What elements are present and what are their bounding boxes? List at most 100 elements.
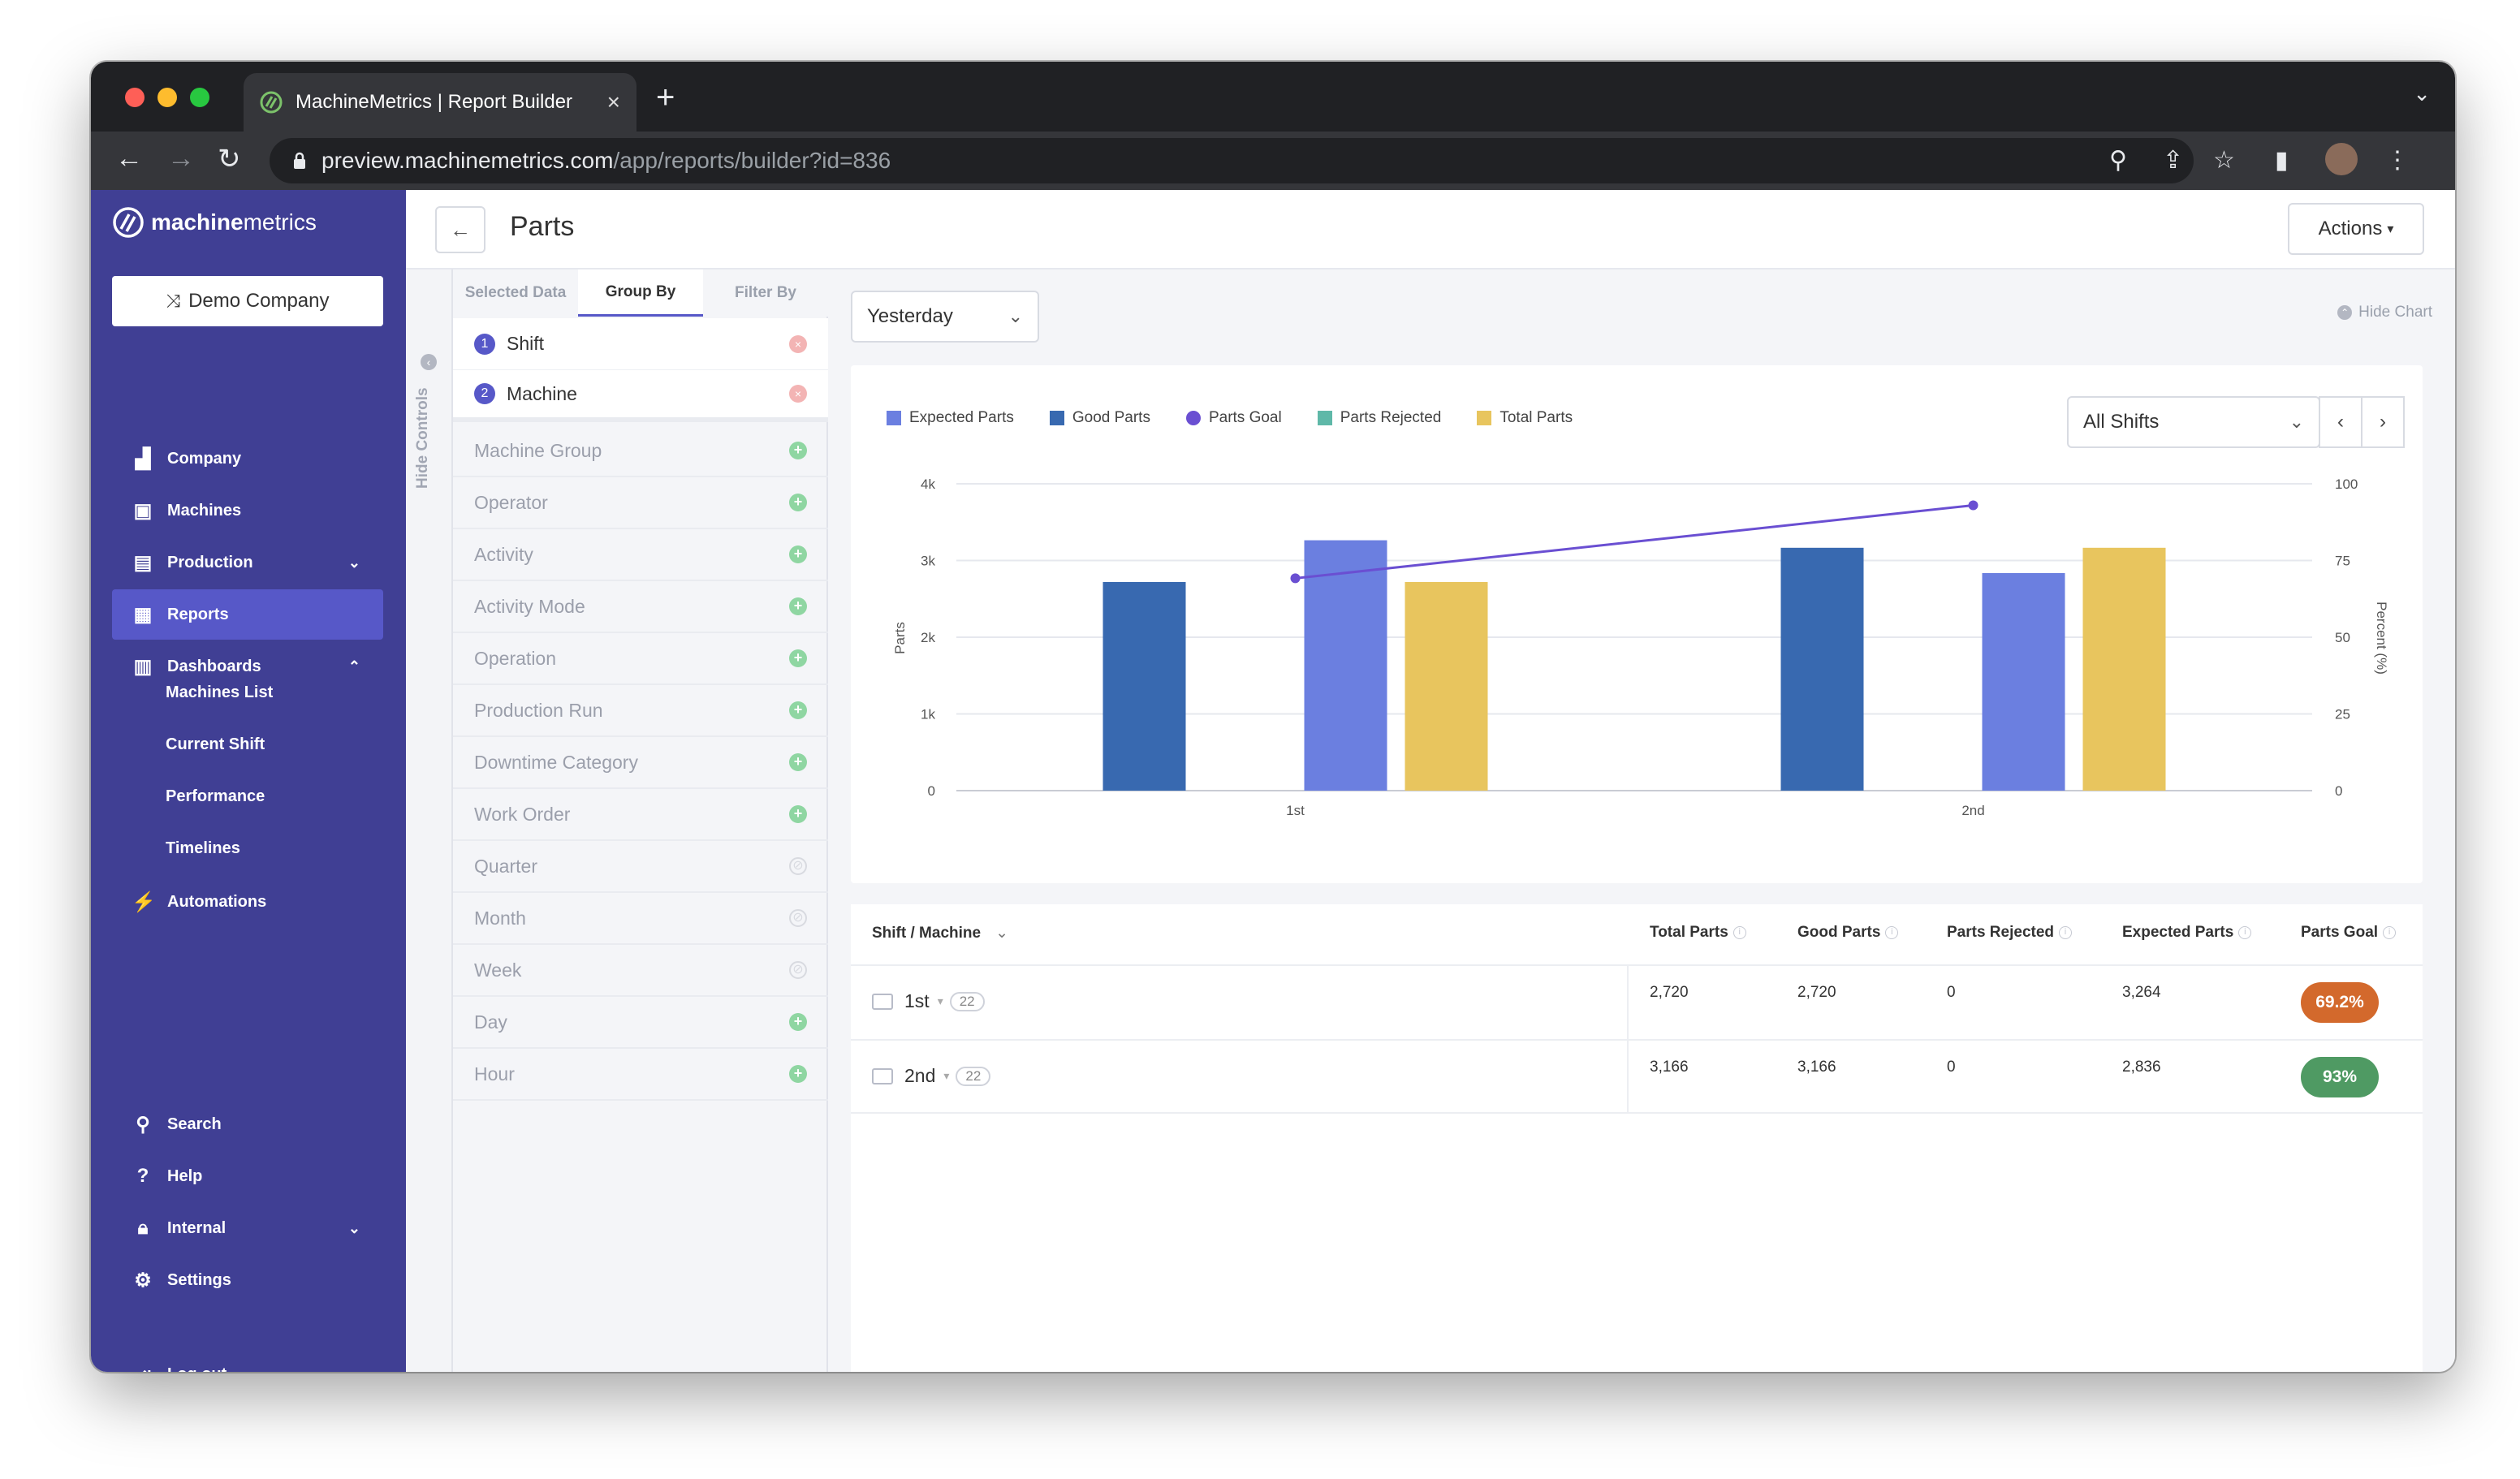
sidebar-item-production[interactable]: ▤ Production ⌄: [112, 537, 383, 588]
hide-chart-button[interactable]: ⌃ Hide Chart: [2337, 304, 2432, 321]
info-icon[interactable]: i: [2238, 926, 2252, 939]
shift-select[interactable]: All Shifts ⌄: [2067, 396, 2320, 448]
group-column-header[interactable]: Shift / Machine ⌄: [872, 924, 1008, 942]
column-header-good-parts[interactable]: Good Parts i: [1797, 924, 1899, 942]
actions-button[interactable]: Actions ▾: [2288, 203, 2424, 255]
group-option-label: Day: [474, 1011, 507, 1033]
sidebar-item-reports[interactable]: ▦ Reports: [112, 589, 383, 640]
tab-close-icon[interactable]: ×: [606, 89, 620, 114]
group-option[interactable]: Week ⊘: [453, 945, 828, 997]
group-option[interactable]: Month ⊘: [453, 893, 828, 945]
back-arrow-icon[interactable]: ←: [115, 143, 143, 174]
date-range-value: Yesterday: [867, 305, 953, 327]
add-icon[interactable]: +: [789, 494, 807, 511]
info-icon[interactable]: i: [2059, 926, 2073, 939]
sidebar-item-logout[interactable]: ⇥ Log out: [112, 1349, 383, 1373]
sidebar-item-search[interactable]: ⚲ Search: [112, 1099, 383, 1149]
tab-group-by[interactable]: Group By: [578, 269, 703, 317]
date-range-select[interactable]: Yesterday ⌄: [851, 291, 1039, 343]
next-button[interactable]: ›: [2361, 396, 2405, 448]
sidebar-item-settings[interactable]: ⚙ Settings: [112, 1255, 383, 1305]
add-icon[interactable]: +: [789, 701, 807, 719]
legend-swatch: [887, 411, 901, 425]
browser-menu-icon[interactable]: ⋮: [2385, 147, 2410, 174]
share-icon[interactable]: ⇪: [2163, 147, 2184, 174]
company-switcher-button[interactable]: ⤨ Demo Company: [112, 276, 383, 326]
disabled-icon: ⊘: [789, 857, 807, 875]
sidebar-subitem-current-shift[interactable]: Current Shift: [166, 735, 265, 753]
add-icon[interactable]: +: [789, 1065, 807, 1083]
group-option[interactable]: Operation +: [453, 633, 828, 685]
sidebar-subitem-timelines[interactable]: Timelines: [166, 839, 240, 857]
sidebar-item-automations[interactable]: ⚡ Automations: [112, 877, 383, 927]
table-row[interactable]: 1st ▾ 22 2,720 2,720 0 3,264 69.2%: [851, 964, 2423, 1039]
address-bar[interactable]: preview.machinemetrics.com/app/reports/b…: [270, 138, 2194, 183]
add-icon[interactable]: +: [789, 649, 807, 667]
forward-arrow-icon[interactable]: →: [167, 143, 195, 174]
add-icon[interactable]: +: [789, 442, 807, 459]
selected-group-machine[interactable]: 2 Machine ×: [453, 370, 828, 422]
info-icon[interactable]: i: [1885, 926, 1899, 939]
new-tab-icon[interactable]: +: [656, 80, 675, 115]
zoom-icon[interactable]: ⚲: [2109, 147, 2127, 174]
close-window-button[interactable]: [125, 88, 145, 107]
sidebar-subitem-machines-list[interactable]: Machines List: [166, 683, 274, 701]
remove-icon[interactable]: ×: [789, 385, 807, 403]
column-header-total-parts[interactable]: Total Parts i: [1650, 924, 1746, 942]
url-host: preview.machinemetrics.com: [321, 148, 614, 173]
row-label[interactable]: 2nd ▾ 22: [872, 1065, 991, 1087]
info-icon[interactable]: i: [1732, 926, 1746, 939]
actions-label: Actions: [2318, 218, 2383, 239]
sidebar-item-machines[interactable]: ▣ Machines: [112, 485, 383, 536]
table-row[interactable]: 2nd ▾ 22 3,166 3,166 0 2,836 93%: [851, 1039, 2423, 1114]
info-icon[interactable]: i: [2383, 926, 2397, 939]
group-option[interactable]: Machine Group +: [453, 425, 828, 477]
tab-selected-data[interactable]: Selected Data: [464, 284, 567, 301]
legend-item[interactable]: Total Parts: [1477, 409, 1573, 427]
add-icon[interactable]: +: [789, 753, 807, 771]
column-header-parts-goal[interactable]: Parts Goal i: [2301, 924, 2397, 942]
minimize-window-button[interactable]: [158, 88, 177, 107]
sidebar-item-company[interactable]: ▟ Company: [112, 433, 383, 484]
add-icon[interactable]: +: [789, 1013, 807, 1031]
remove-icon[interactable]: ×: [789, 334, 807, 353]
group-option[interactable]: Activity +: [453, 529, 828, 581]
bookmark-star-icon[interactable]: ☆: [2213, 147, 2235, 174]
chevron-down-icon[interactable]: ▾: [943, 1069, 950, 1082]
side-panel-icon[interactable]: ▮: [2275, 147, 2289, 174]
legend-item[interactable]: Parts Goal: [1185, 409, 1282, 427]
reload-icon[interactable]: ↻: [218, 144, 241, 175]
group-option[interactable]: Activity Mode +: [453, 581, 828, 633]
machinemetrics-logo[interactable]: machinemetrics: [112, 206, 317, 239]
logo-text-bold: machine: [151, 209, 244, 235]
group-option[interactable]: Quarter ⊘: [453, 841, 828, 893]
sidebar-item-help[interactable]: ? Help: [112, 1151, 383, 1201]
group-option[interactable]: Day +: [453, 997, 828, 1049]
add-icon[interactable]: +: [789, 805, 807, 823]
tab-filter-by[interactable]: Filter By: [734, 284, 797, 301]
column-header-expected-parts[interactable]: Expected Parts i: [2122, 924, 2252, 942]
browser-tab[interactable]: MachineMetrics | Report Builder ×: [244, 73, 636, 132]
add-icon[interactable]: +: [789, 545, 807, 563]
sidebar-item-internal[interactable]: 🔒︎ Internal ⌄: [112, 1203, 383, 1253]
sidebar-item-dashboards[interactable]: ▥ Dashboards ⌃: [112, 641, 383, 692]
sidebar-subitem-performance[interactable]: Performance: [166, 787, 265, 805]
column-header-parts-rejected[interactable]: Parts Rejected i: [1947, 924, 2073, 942]
legend-item[interactable]: Parts Rejected: [1317, 409, 1441, 427]
group-option[interactable]: Work Order +: [453, 789, 828, 841]
tab-search-chevron-icon[interactable]: ⌄: [2413, 81, 2431, 106]
maximize-window-button[interactable]: [190, 88, 209, 107]
chevron-down-icon[interactable]: ▾: [937, 994, 943, 1007]
row-label[interactable]: 1st ▾ 22: [872, 990, 985, 1012]
group-option[interactable]: Production Run +: [453, 685, 828, 737]
legend-item[interactable]: Good Parts: [1049, 409, 1150, 427]
group-option[interactable]: Hour +: [453, 1049, 828, 1101]
profile-avatar[interactable]: [2325, 143, 2358, 175]
back-button[interactable]: ←: [435, 206, 485, 253]
group-option[interactable]: Downtime Category +: [453, 737, 828, 789]
legend-item[interactable]: Expected Parts: [887, 409, 1014, 427]
group-option[interactable]: Operator +: [453, 477, 828, 529]
selected-group-shift[interactable]: 1 Shift ×: [453, 318, 828, 370]
hide-controls-toggle[interactable]: ‹ Hide Controls: [406, 269, 453, 1372]
add-icon[interactable]: +: [789, 597, 807, 615]
